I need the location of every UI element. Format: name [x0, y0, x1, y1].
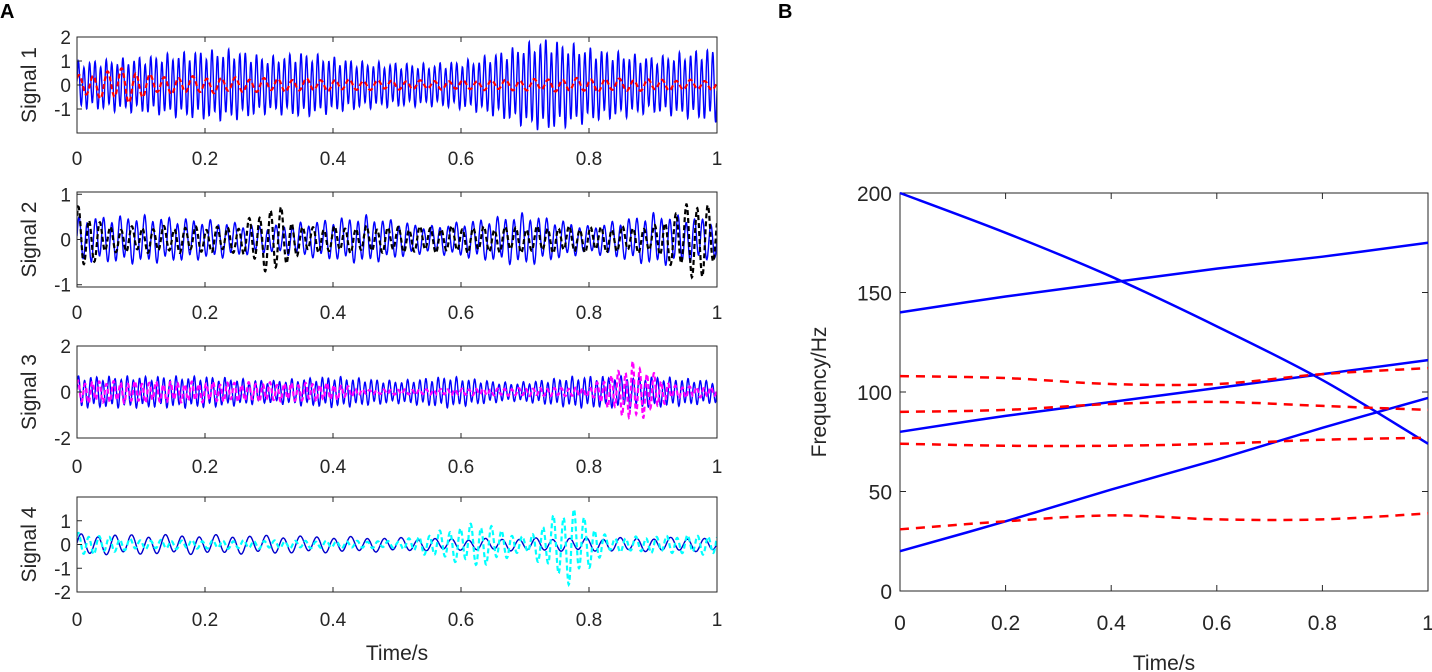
estimated-if-1-line	[899, 366, 1429, 387]
signal-4-residual-line	[77, 508, 717, 588]
y-axis-label: Signal 1	[18, 47, 41, 123]
signal-2-original-line	[77, 211, 717, 267]
x-tick-label: 0	[72, 610, 83, 631]
estimated-if-2-line	[899, 400, 1429, 414]
x-tick-label: 0.6	[448, 610, 474, 631]
y-tick-label: -1	[54, 276, 71, 297]
x-tick-label: 0.6	[448, 303, 474, 324]
x-tick-label: 0	[894, 612, 906, 635]
true-if-1-line	[899, 191, 1429, 445]
y-tick-label: 150	[857, 283, 892, 306]
x-tick-label: 0.4	[320, 610, 347, 631]
y-tick-label: -2	[54, 429, 71, 450]
x-tick-label: 1	[712, 149, 723, 170]
signal-2-residual-line	[77, 203, 717, 280]
true-if-4-line	[899, 396, 1429, 553]
panel-b-xlabel: Time/s	[1133, 652, 1195, 672]
y-tick-label: 100	[857, 382, 892, 405]
y-tick-label: 0	[60, 76, 71, 97]
x-tick-label: 0.6	[1202, 612, 1231, 635]
x-tick-label: 0.8	[576, 303, 602, 324]
y-tick-label: 0	[60, 231, 71, 252]
estimated-if-3-line	[899, 436, 1429, 448]
x-tick-label: 0	[72, 149, 83, 170]
subplot-signal-1: 0 0.2 0.4 0.6 0.8 1 2 1 0 -1 Signal 1	[18, 28, 722, 170]
y-tick-label: 2	[60, 28, 71, 49]
x-tick-label: 0	[72, 457, 83, 478]
x-tick-label: 0.8	[576, 610, 602, 631]
y-tick-label: 1	[60, 185, 71, 206]
panel-b-label: B	[778, 1, 792, 23]
y-tick-label: 0	[880, 581, 892, 604]
signal-1-residual-line	[77, 67, 717, 104]
x-tick-label: 1	[712, 303, 723, 324]
x-tick-label: 0.4	[320, 457, 347, 478]
y-tick-label: -1	[54, 559, 71, 580]
x-tick-label: 0.6	[448, 149, 474, 170]
panel-a-label: A	[0, 1, 14, 23]
y-tick-label: 1	[60, 52, 71, 73]
y-tick-label: 2	[60, 337, 71, 358]
y-tick-label: -2	[54, 583, 71, 604]
y-tick-label: 0	[60, 536, 71, 557]
y-tick-label: 50	[869, 482, 892, 505]
x-tick-label: 0.6	[448, 457, 474, 478]
signal-3-residual-line	[77, 357, 717, 420]
signal-1-original-line	[77, 39, 717, 131]
y-tick-label: -1	[54, 100, 71, 121]
x-tick-label: 0.4	[1097, 612, 1127, 635]
x-tick-label: 0.2	[192, 610, 218, 631]
x-tick-label: 0.2	[192, 303, 218, 324]
panel-b-plot: 0 0.2 0.4 0.6 0.8 1 0 50 100 150 200	[857, 183, 1432, 635]
panel-a-xlabel: Time/s	[366, 642, 428, 665]
x-tick-label: 1	[712, 610, 723, 631]
y-axis-label: Signal 4	[18, 506, 41, 582]
x-tick-label: 0.2	[192, 457, 218, 478]
x-tick-label: 0.2	[991, 612, 1020, 635]
y-tick-label: 200	[857, 183, 892, 206]
x-tick-label: 0.2	[192, 149, 218, 170]
x-tick-label: 0.8	[1308, 612, 1337, 635]
y-axis-label: Signal 2	[18, 202, 41, 278]
x-tick-label: 1	[712, 457, 723, 478]
y-axis-label: Signal 3	[18, 354, 41, 430]
x-tick-label: 0.4	[320, 149, 347, 170]
estimated-if-4-line	[899, 512, 1429, 531]
true-if-2-line	[899, 241, 1429, 314]
x-tick-label: 0.8	[576, 149, 602, 170]
x-tick-label: 0.4	[320, 303, 347, 324]
x-tick-label: 0	[72, 303, 83, 324]
panel-b-ylabel: Frequency/Hz	[808, 327, 831, 458]
y-tick-label: 0	[60, 383, 71, 404]
x-tick-label: 0.8	[576, 457, 602, 478]
x-tick-label: 1	[1422, 612, 1432, 635]
y-tick-label: 1	[60, 512, 71, 533]
